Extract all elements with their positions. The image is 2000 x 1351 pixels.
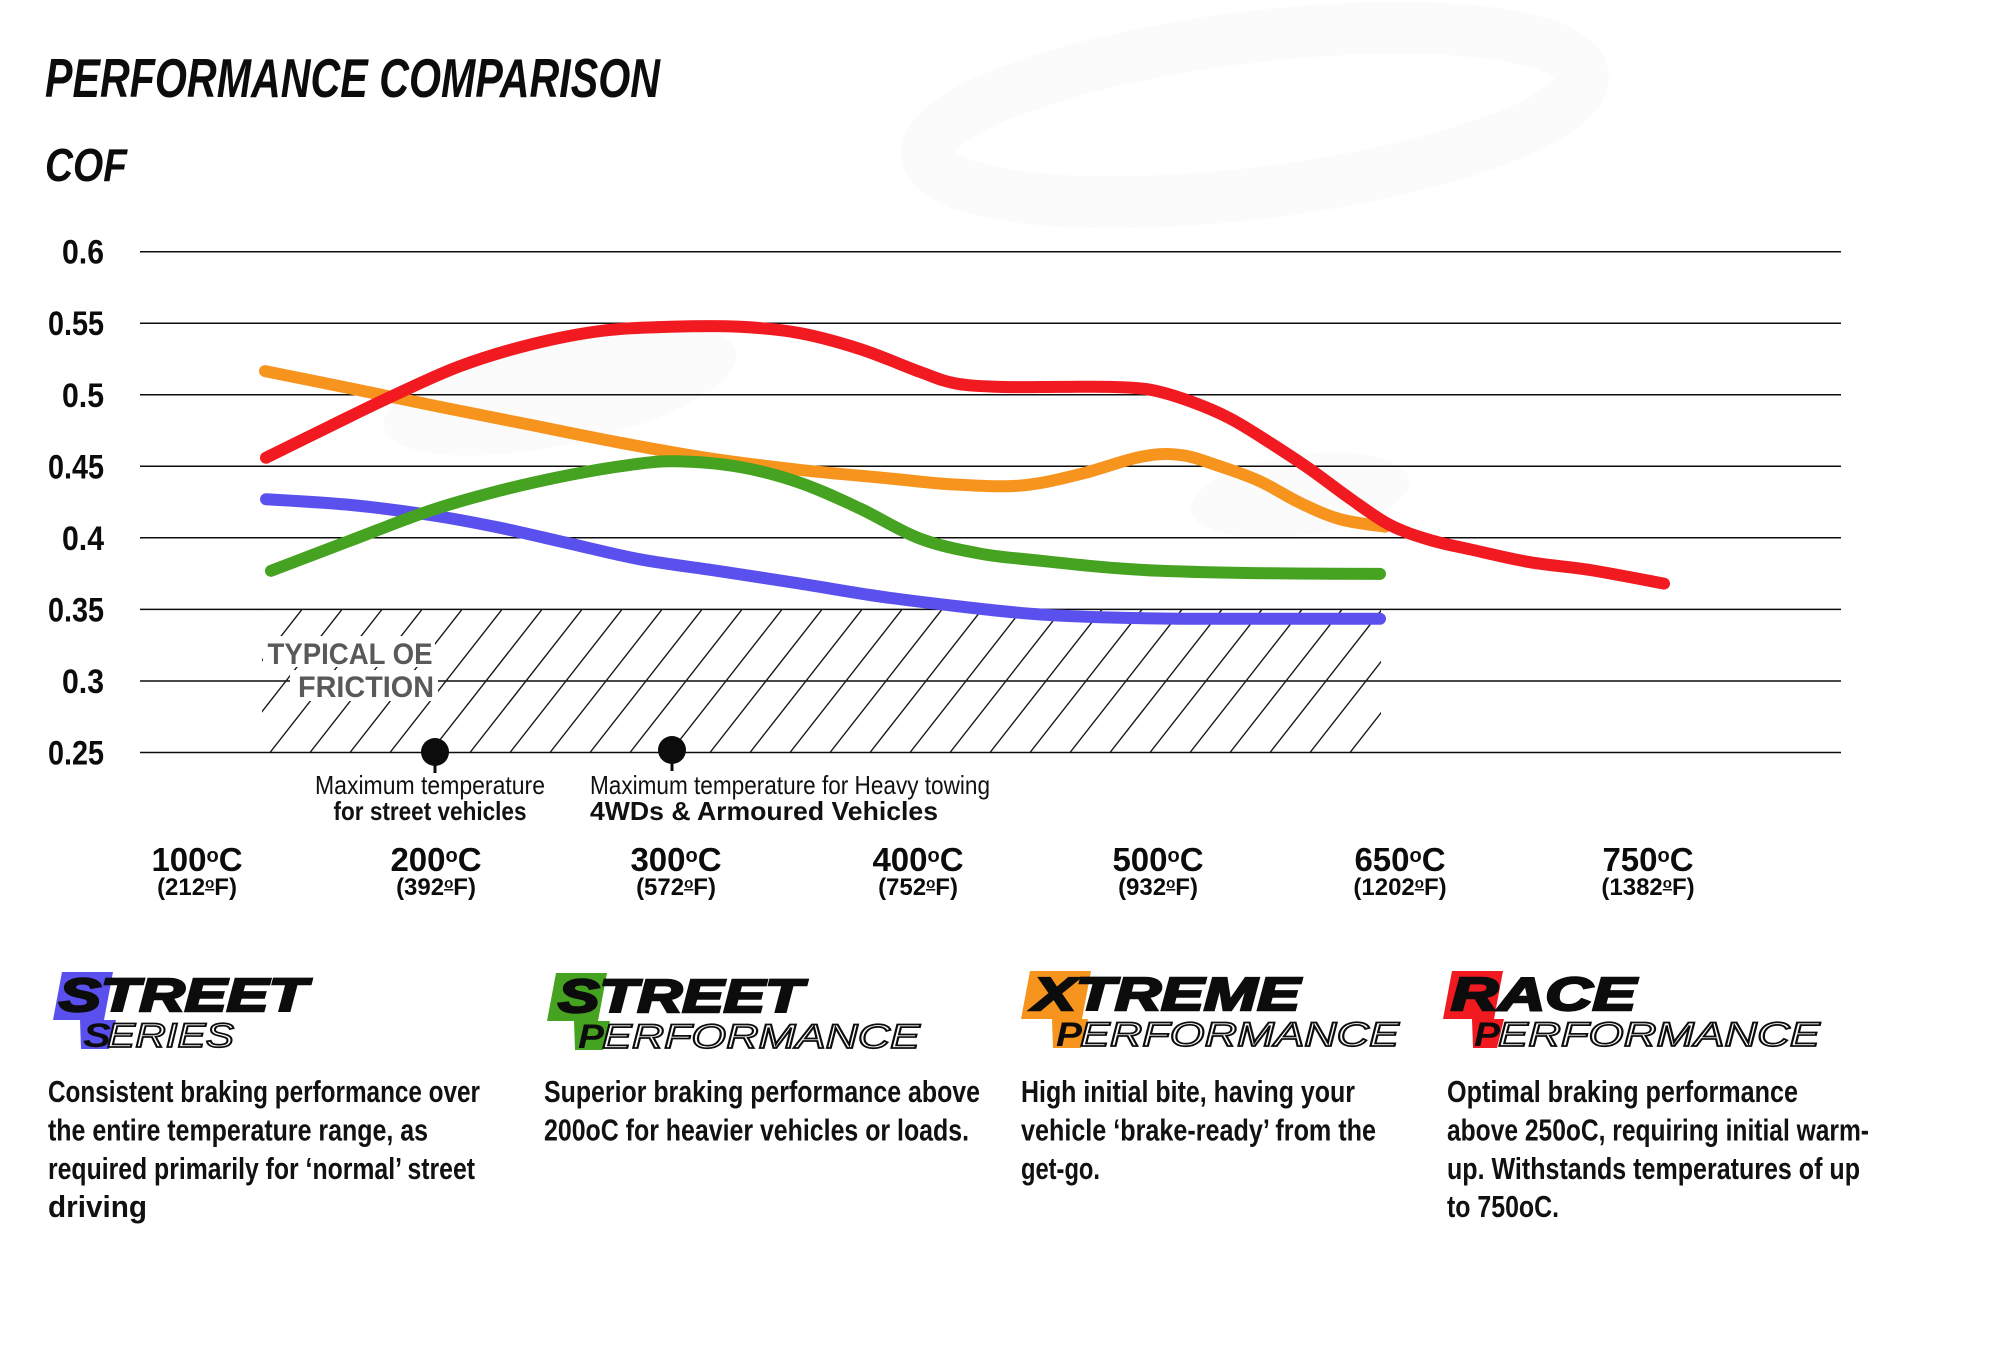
- svg-text:4WDs & Armoured Vehicles: 4WDs & Armoured Vehicles: [590, 796, 938, 826]
- svg-text:for street vehicles: for street vehicles: [334, 796, 527, 826]
- svg-text:(932oF): (932oF): [1118, 874, 1198, 901]
- svg-text:PERFORMANCE COMPARISON: PERFORMANCE COMPARISON: [45, 47, 661, 109]
- svg-text:(1382oF): (1382oF): [1601, 874, 1694, 901]
- svg-text:High initial bite, having your: High initial bite, having your: [1021, 1074, 1355, 1109]
- svg-text:ERFORMANCE: ERFORMANCE: [1498, 1016, 1820, 1054]
- svg-text:0.4: 0.4: [62, 520, 104, 558]
- svg-text:S: S: [83, 1017, 111, 1055]
- svg-text:100oC: 100oC: [151, 841, 242, 878]
- svg-text:200oC: 200oC: [390, 841, 481, 878]
- svg-text:0.6: 0.6: [62, 234, 104, 272]
- svg-text:up. Withstands temperatures of: up. Withstands temperatures of up: [1447, 1151, 1860, 1186]
- svg-text:(392oF): (392oF): [396, 874, 476, 901]
- svg-text:0.35: 0.35: [48, 591, 104, 629]
- svg-text:0.25: 0.25: [48, 735, 104, 773]
- svg-text:XTREME: XTREME: [1029, 968, 1302, 1020]
- svg-text:RACE: RACE: [1451, 968, 1638, 1020]
- svg-text:ERFORMANCE: ERFORMANCE: [602, 1018, 920, 1056]
- svg-text:COF: COF: [45, 139, 129, 191]
- svg-text:STREET: STREET: [59, 969, 312, 1021]
- svg-text:required primarily for ‘normal: required primarily for ‘normal’ street: [48, 1151, 475, 1186]
- svg-text:(1202oF): (1202oF): [1353, 874, 1446, 901]
- svg-text:P: P: [1474, 1016, 1500, 1054]
- svg-text:to 750oC.: to 750oC.: [1447, 1189, 1559, 1224]
- svg-text:650oC: 650oC: [1354, 841, 1445, 878]
- svg-text:Superior braking performance a: Superior braking performance above: [544, 1074, 980, 1109]
- svg-text:Consistent braking performance: Consistent braking performance over: [48, 1074, 480, 1109]
- svg-text:300oC: 300oC: [630, 841, 721, 878]
- svg-text:ERIES: ERIES: [107, 1017, 234, 1055]
- svg-text:P: P: [1056, 1016, 1082, 1054]
- svg-text:200oC for heavier vehicles or: 200oC for heavier vehicles or loads.: [544, 1112, 969, 1147]
- svg-text:get-go.: get-go.: [1021, 1151, 1100, 1186]
- svg-text:0.3: 0.3: [62, 663, 104, 701]
- svg-text:(752oF): (752oF): [878, 874, 958, 901]
- svg-text:0.55: 0.55: [48, 305, 104, 343]
- svg-text:Optimal braking performance: Optimal braking performance: [1447, 1074, 1798, 1109]
- svg-text:0.5: 0.5: [62, 377, 104, 415]
- svg-text:vehicle ‘brake-ready’ from the: vehicle ‘brake-ready’ from the: [1021, 1112, 1376, 1147]
- svg-text:(572oF): (572oF): [636, 874, 716, 901]
- svg-text:750oC: 750oC: [1602, 841, 1693, 878]
- svg-text:0.45: 0.45: [48, 448, 104, 486]
- svg-text:ERFORMANCE: ERFORMANCE: [1080, 1016, 1399, 1054]
- svg-text:above 250oC, requiring initial: above 250oC, requiring initial warm-: [1447, 1112, 1869, 1147]
- svg-text:TYPICAL OE: TYPICAL OE: [268, 638, 433, 671]
- svg-text:P: P: [578, 1018, 604, 1056]
- svg-text:Maximum temperature: Maximum temperature: [315, 770, 545, 800]
- svg-text:FRICTION: FRICTION: [298, 671, 434, 704]
- svg-text:driving: driving: [48, 1189, 147, 1224]
- svg-text:400oC: 400oC: [872, 841, 963, 878]
- svg-text:(212oF): (212oF): [157, 874, 237, 901]
- svg-text:500oC: 500oC: [1112, 841, 1203, 878]
- svg-text:Maximum temperature for Heavy: Maximum temperature for Heavy towing: [590, 770, 990, 800]
- svg-text:STREET: STREET: [558, 970, 808, 1022]
- svg-text:the entire temperature range,: the entire temperature range, as: [48, 1112, 428, 1147]
